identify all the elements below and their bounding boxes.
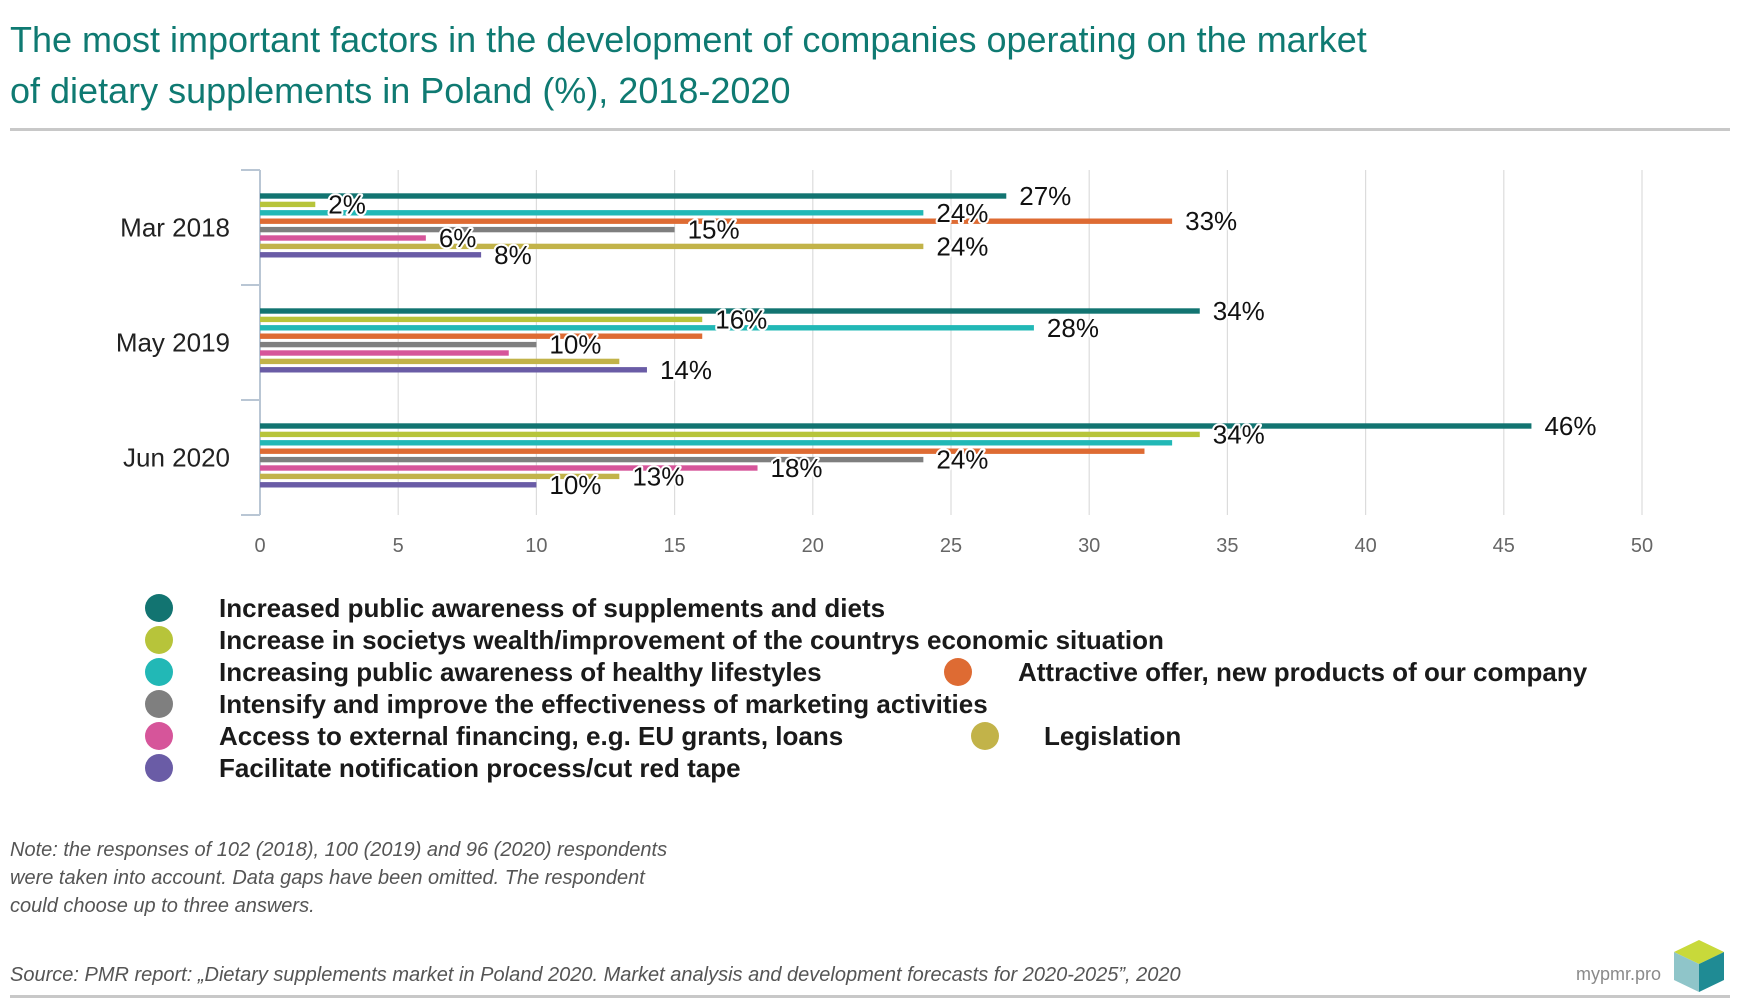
x-tick-label: 10 xyxy=(525,535,547,557)
data-label: 10% xyxy=(549,330,601,360)
data-label: 28% xyxy=(1047,313,1099,343)
chart-title-line-2: of dietary supplements in Poland (%), 20… xyxy=(10,70,791,111)
x-tick-label: 50 xyxy=(1631,535,1653,557)
legend-swatch xyxy=(145,626,173,654)
bar xyxy=(260,218,1173,224)
legend-swatch xyxy=(145,658,173,686)
bar xyxy=(260,358,620,365)
data-label: 34% xyxy=(1213,419,1265,449)
x-tick-label: 40 xyxy=(1354,535,1376,557)
x-tick-label: 30 xyxy=(1078,535,1100,557)
legend-label: Increasing public awareness of healthy l… xyxy=(219,657,822,687)
legend-label: Access to external financing, e.g. EU gr… xyxy=(219,721,844,751)
data-label: 18% xyxy=(771,453,823,483)
bar xyxy=(260,325,1034,331)
chart-source: Source: PMR report: „Dietary supplements… xyxy=(10,964,1181,986)
data-label: 34% xyxy=(1213,296,1265,326)
data-label: 13% xyxy=(632,461,684,491)
category-label: Jun 2020 xyxy=(123,443,230,473)
brand-logo-icon xyxy=(1674,940,1724,992)
bar xyxy=(260,316,703,323)
bar xyxy=(260,210,924,216)
legend-label: Legislation xyxy=(1044,721,1182,751)
x-tick-label: 20 xyxy=(802,535,824,557)
bar xyxy=(260,440,1173,446)
legend-swatch xyxy=(145,690,173,718)
bar xyxy=(260,431,1200,438)
bar xyxy=(260,465,758,471)
legend-swatch xyxy=(971,722,999,750)
data-label: 2% xyxy=(328,189,366,219)
data-label: 24% xyxy=(936,231,988,261)
legend-label: Attractive offer, new products of our co… xyxy=(1018,657,1588,687)
category-label: Mar 2018 xyxy=(120,213,230,243)
note-line-1: Note: the responses of 102 (2018), 100 (… xyxy=(10,839,668,861)
title-divider xyxy=(10,128,1730,131)
data-label: 24% xyxy=(936,198,988,228)
bar xyxy=(260,341,537,348)
bar xyxy=(260,226,675,233)
legend-label: Intensify and improve the effectiveness … xyxy=(219,689,988,719)
data-label: 6% xyxy=(439,223,477,253)
brand-text: mypmr.pro xyxy=(1576,964,1662,984)
bar xyxy=(260,235,426,241)
bar-chart: 0 5 10 15 20 25 30 35 40 45 50 Mar 2018 27% 2% 24% 33% 1… xyxy=(116,169,1653,557)
bar xyxy=(260,243,924,250)
data-label: 10% xyxy=(549,470,601,500)
data-label: 14% xyxy=(660,355,712,385)
bar xyxy=(260,482,537,488)
data-label: 24% xyxy=(936,445,988,475)
data-label: 27% xyxy=(1019,181,1071,211)
x-tick-label: 45 xyxy=(1493,535,1515,557)
legend-swatch xyxy=(145,722,173,750)
legend-swatch xyxy=(145,594,173,622)
data-label: 15% xyxy=(688,215,740,245)
bar xyxy=(260,201,316,208)
bottom-divider xyxy=(10,995,1730,998)
bar xyxy=(260,448,1145,454)
data-label: 33% xyxy=(1185,206,1237,236)
bar xyxy=(260,308,1200,314)
chart-title: The most important factors in the develo… xyxy=(10,14,1610,116)
x-tick-label: 5 xyxy=(393,535,404,557)
bar xyxy=(260,252,482,258)
bar xyxy=(260,350,509,356)
legend-swatch xyxy=(944,658,972,686)
x-tick-label: 15 xyxy=(663,535,685,557)
data-label: 8% xyxy=(494,240,532,270)
bar xyxy=(260,423,1532,429)
note-line-2: were taken into account. Data gaps have … xyxy=(10,867,645,889)
bar xyxy=(260,456,924,463)
bar xyxy=(260,473,620,480)
x-tick-label: 0 xyxy=(254,535,265,557)
chart-note: Note: the responses of 102 (2018), 100 (… xyxy=(10,836,750,920)
legend-label: Facilitate notification process/cut red … xyxy=(219,753,741,783)
legend-swatch xyxy=(145,754,173,782)
bar xyxy=(260,367,647,373)
x-tick-label: 35 xyxy=(1216,535,1238,557)
category-label: May 2019 xyxy=(116,328,230,358)
chart-title-line-1: The most important factors in the develo… xyxy=(10,19,1367,60)
x-tick-label: 25 xyxy=(940,535,962,557)
data-label: 16% xyxy=(715,304,767,334)
legend-label: Increase in societys wealth/improvement … xyxy=(219,625,1164,655)
note-line-3: could choose up to three answers. xyxy=(10,895,315,917)
data-label: 46% xyxy=(1544,411,1596,441)
bar xyxy=(260,193,1007,199)
legend-label: Increased public awareness of supplement… xyxy=(219,593,886,623)
bar xyxy=(260,333,703,339)
